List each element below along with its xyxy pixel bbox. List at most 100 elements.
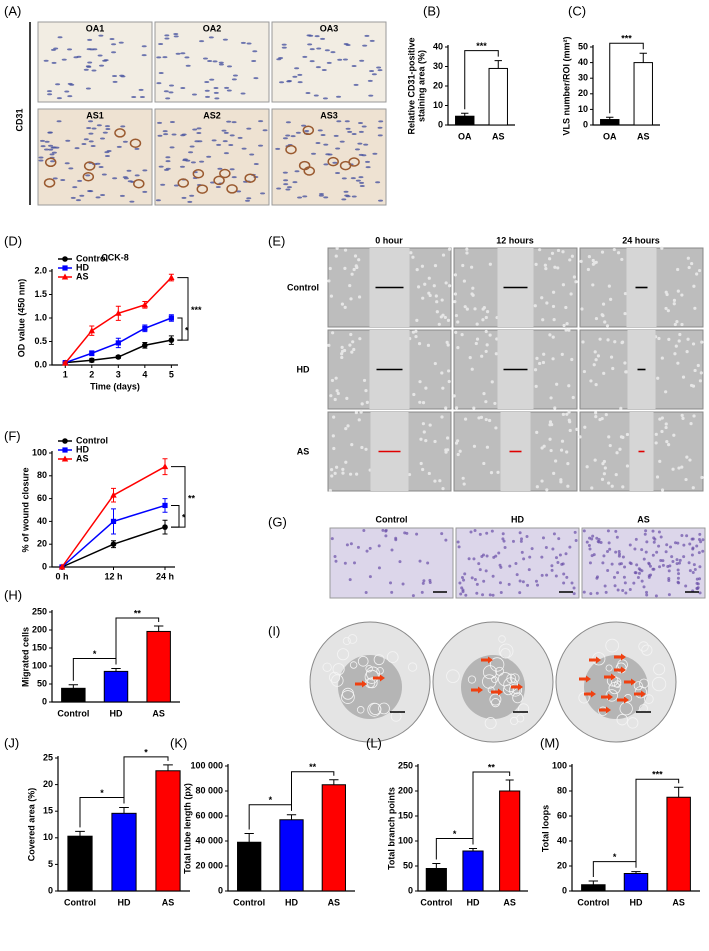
cell	[485, 343, 489, 347]
tube-node	[365, 665, 373, 673]
y-tick-label: 40	[557, 835, 567, 845]
cell	[443, 315, 447, 320]
cell	[665, 439, 669, 444]
cell	[229, 168, 235, 171]
cell	[165, 156, 171, 159]
cell	[671, 467, 675, 471]
vessel	[244, 173, 256, 183]
cell	[96, 124, 102, 127]
cell	[314, 35, 320, 38]
legend-marker	[62, 256, 68, 262]
cell	[535, 430, 539, 434]
y-tick-label: 20	[557, 860, 567, 870]
y-axis-label: Relative CD31-positive	[406, 37, 416, 134]
cell	[369, 69, 375, 72]
cell	[321, 68, 327, 71]
cell	[527, 568, 531, 572]
cell	[52, 177, 58, 180]
cell	[657, 336, 661, 341]
cell	[652, 567, 656, 571]
cell	[565, 412, 569, 416]
cell	[282, 137, 288, 140]
bar	[462, 850, 484, 892]
tube-node	[638, 641, 649, 652]
y-tick-label: 250	[398, 760, 413, 770]
y-tick-label: 10	[43, 832, 53, 842]
cell	[421, 581, 425, 585]
cell	[111, 43, 117, 46]
cell	[196, 132, 202, 135]
transwell-image	[455, 527, 580, 599]
significance: **	[134, 608, 142, 618]
cell	[485, 445, 490, 449]
significance-bracket	[177, 277, 189, 341]
cell	[48, 144, 54, 147]
cell	[158, 165, 164, 168]
cell	[371, 73, 377, 76]
cell	[684, 477, 688, 482]
arrow	[617, 696, 629, 704]
vessel	[82, 172, 95, 182]
cell	[700, 475, 704, 480]
y-tick-label: 20 000	[195, 860, 223, 870]
cell	[559, 478, 563, 482]
micrograph: OA3	[271, 21, 387, 103]
x-tick-label: AS	[637, 131, 650, 141]
x-tick-label: 2	[89, 369, 94, 379]
cell	[695, 581, 699, 585]
cell	[350, 177, 356, 180]
significance: *	[453, 829, 457, 839]
cell	[231, 78, 237, 81]
cell	[616, 571, 620, 575]
cell	[452, 394, 456, 398]
cell	[658, 459, 662, 463]
cell	[432, 284, 436, 288]
cell	[88, 132, 94, 135]
cell	[668, 564, 672, 568]
cell	[552, 532, 556, 536]
cell	[621, 589, 625, 593]
error-bar	[588, 880, 599, 885]
cell	[623, 361, 627, 365]
cell	[603, 320, 607, 324]
cell	[418, 400, 422, 404]
cell	[666, 309, 670, 313]
cell	[567, 384, 571, 388]
bar	[103, 670, 129, 703]
significance-bracket	[635, 778, 680, 868]
cell	[302, 55, 308, 58]
marker	[168, 274, 175, 281]
cell	[341, 471, 345, 475]
cell	[478, 568, 482, 572]
cell	[318, 192, 324, 195]
marker	[168, 315, 174, 321]
cell	[422, 579, 426, 583]
cell	[240, 41, 246, 44]
cell	[332, 161, 338, 164]
cell	[364, 34, 370, 37]
cell	[490, 380, 494, 384]
marker	[161, 463, 169, 470]
panel-letter: (H)	[4, 587, 22, 602]
cell	[368, 546, 372, 550]
cell	[660, 246, 664, 250]
cell	[672, 298, 677, 303]
y-tick-label: 2.0	[34, 265, 47, 275]
cell	[122, 176, 128, 179]
cell	[673, 541, 677, 545]
tube-node	[357, 655, 369, 667]
significance: **	[488, 762, 496, 772]
tube-node	[482, 665, 497, 680]
cell	[624, 370, 629, 374]
bar	[321, 784, 346, 892]
cell	[142, 169, 148, 172]
cell	[499, 565, 503, 569]
cell	[488, 593, 492, 597]
arrow	[471, 686, 483, 694]
cell	[440, 532, 444, 536]
cell	[685, 350, 689, 354]
cell	[635, 563, 639, 567]
cell	[353, 83, 359, 86]
error-bar	[111, 668, 121, 672]
cell	[568, 545, 572, 549]
